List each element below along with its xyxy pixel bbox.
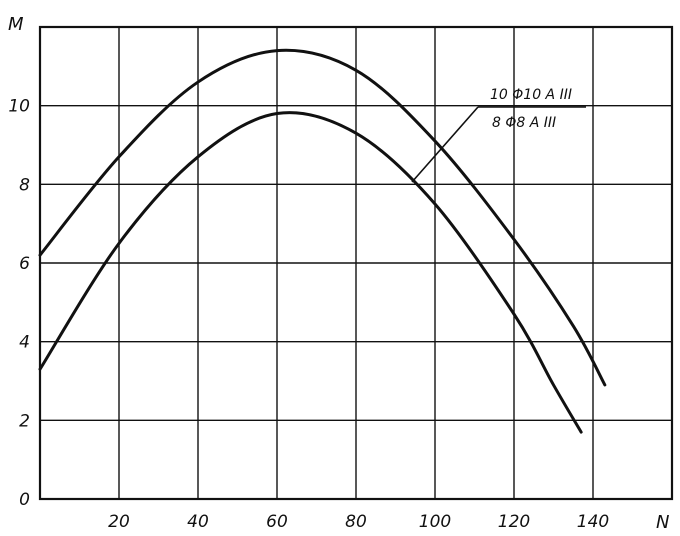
annotation-denominator: 8 Φ8 A III (492, 115, 556, 131)
y-tick-labels: 0 2 4 6 8 10 (8, 97, 30, 510)
y-tick-label: 2 (19, 411, 30, 431)
x-tick-label: 40 (187, 512, 209, 532)
plot-frame (38, 25, 674, 501)
plot-border (38, 25, 674, 501)
annotation-numerator: 10 Φ10 A III (490, 87, 572, 103)
series-lines (38, 48, 607, 434)
y-tick-label: 10 (8, 97, 30, 117)
annotation-leader-line (411, 106, 479, 183)
y-tick-label: 4 (19, 333, 30, 353)
series-annotation: 10 Φ10 A III 8 Φ8 A III (411, 87, 586, 183)
series-line-2 (38, 111, 583, 434)
x-tick-label: 60 (266, 512, 288, 532)
x-axis-label: N (656, 512, 669, 533)
y-axis-label: M (8, 14, 24, 35)
x-tick-label: 140 (577, 512, 609, 532)
x-tick-label: 80 (345, 512, 367, 532)
x-tick-label: 20 (108, 512, 130, 532)
y-tick-label: 6 (19, 254, 30, 274)
x-tick-label: 120 (498, 512, 530, 532)
y-tick-label: 8 (19, 175, 30, 195)
y-tick-label: 0 (19, 490, 30, 510)
x-tick-label: 100 (419, 512, 451, 532)
x-tick-labels: 20 40 60 80 100 120 140 (108, 512, 609, 532)
series-line-1 (38, 48, 607, 387)
